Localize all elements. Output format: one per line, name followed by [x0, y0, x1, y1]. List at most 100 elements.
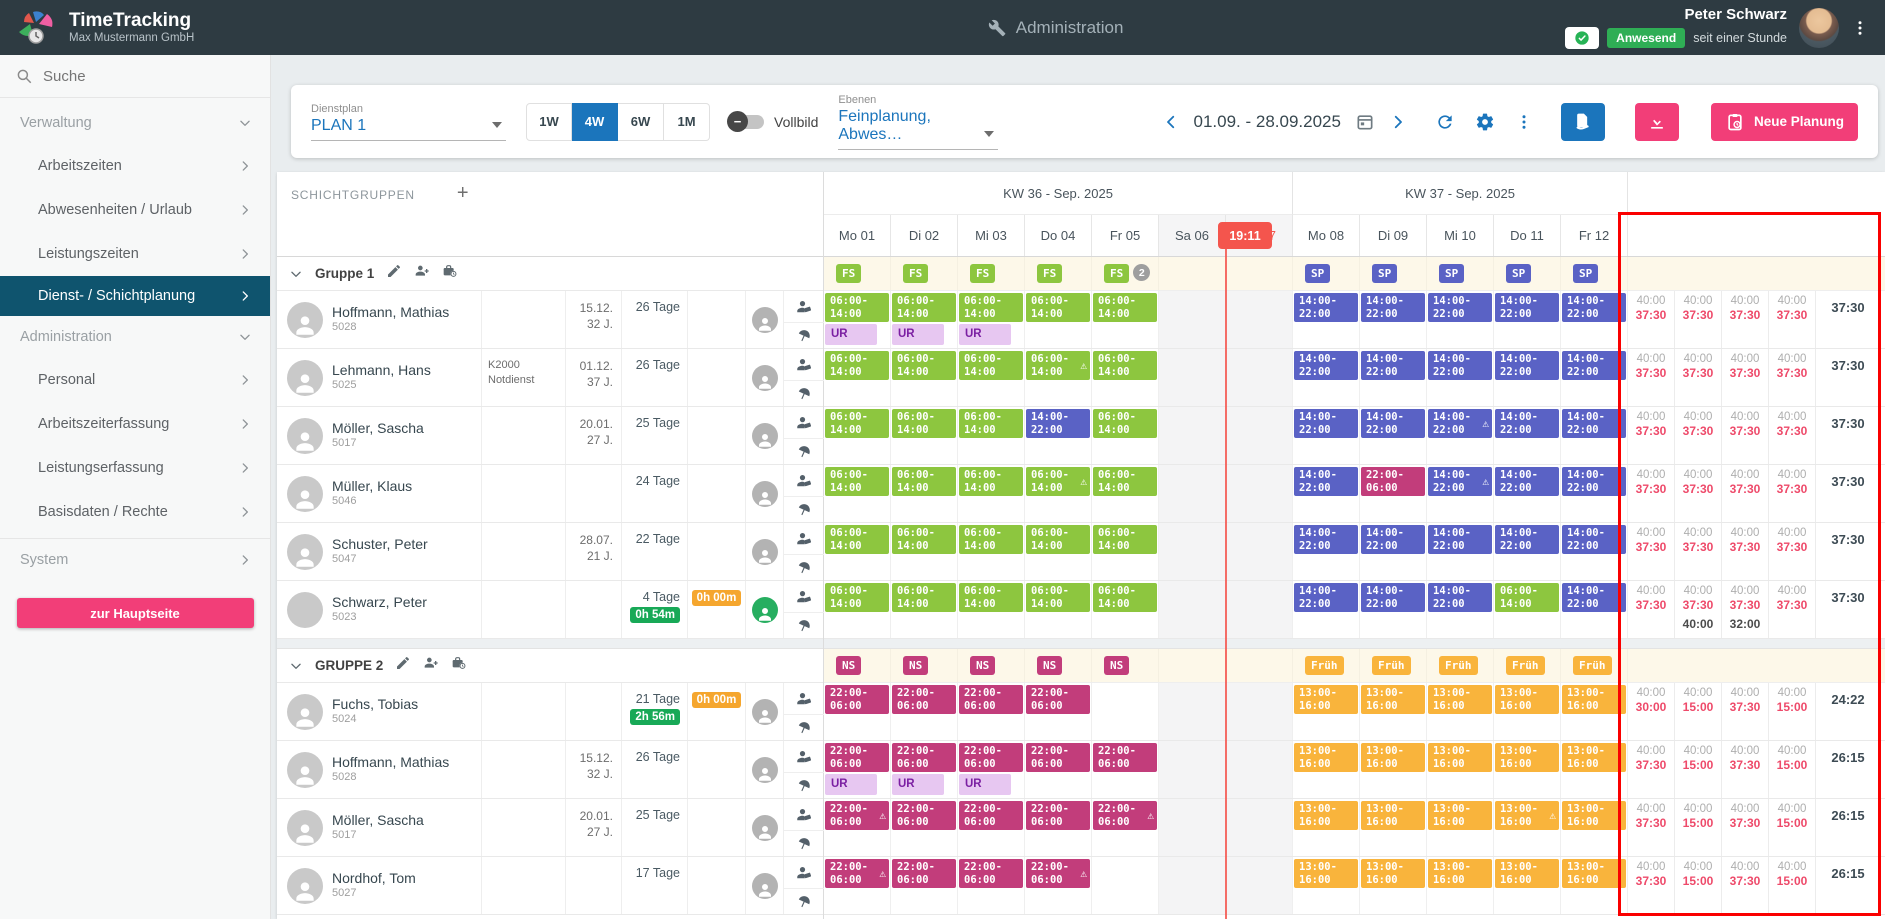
assign-shift-button[interactable] [784, 683, 824, 716]
shift-chip[interactable]: 14:00- 22:00 [1026, 409, 1090, 438]
employee-row[interactable]: Möller, Sascha 5017 20.01. 27 J. 25 Tage [277, 799, 824, 857]
group-shifts-button[interactable] [442, 263, 458, 284]
shift-chip[interactable]: 06:00- 14:00 [959, 351, 1023, 380]
shift-type-badge[interactable]: SP [1372, 264, 1398, 283]
employee-row[interactable]: Schwarz, Peter 5023 4 Tage 0h 54m 0h 00m [277, 581, 824, 639]
vacation-button[interactable] [784, 613, 824, 638]
shift-type-badge[interactable]: FS [903, 264, 929, 283]
vacation-button[interactable] [784, 497, 824, 522]
shift-chip[interactable]: 22:00- 06:00 [1026, 685, 1090, 714]
sidebar-item-leistungserfassung[interactable]: Leistungserfassung [0, 446, 270, 490]
shift-chip[interactable]: 22:00- 06:00 ⚠ [1093, 801, 1157, 830]
shift-type-badge[interactable]: SP [1439, 264, 1465, 283]
shift-chip[interactable]: 06:00- 14:00 [1093, 351, 1157, 380]
search-input[interactable] [43, 67, 243, 85]
shift-chip[interactable]: 14:00- 22:00 [1562, 467, 1626, 496]
shift-chip[interactable]: 14:00- 22:00 [1495, 525, 1559, 554]
shift-type-badge[interactable]: Früh [1439, 656, 1478, 675]
shift-chip[interactable]: 14:00- 22:00 [1495, 293, 1559, 322]
shift-type-badge[interactable]: FS [836, 264, 862, 283]
vacation-button[interactable] [784, 715, 824, 740]
shift-chip[interactable]: 06:00- 14:00 [959, 293, 1023, 322]
range-button-1w[interactable]: 1W [526, 102, 572, 141]
sidebar-item-personal[interactable]: Personal [0, 358, 270, 402]
add-employee-button[interactable] [414, 263, 430, 284]
prev-period-button[interactable] [1162, 113, 1180, 131]
shift-chip[interactable]: 14:00- 22:00 [1495, 409, 1559, 438]
shift-chip[interactable]: 22:00- 06:00 [1026, 801, 1090, 830]
shift-chip[interactable]: 22:00- 06:00 [892, 743, 956, 772]
shift-chip[interactable]: 06:00- 14:00 [1093, 583, 1157, 612]
layers-select[interactable]: Ebenen Feinplanung, Abwes… [838, 94, 999, 150]
shift-chip[interactable]: 06:00- 14:00 [825, 525, 889, 554]
range-button-6w[interactable]: 6W [618, 102, 664, 141]
shift-chip[interactable]: 06:00- 14:00 [825, 583, 889, 612]
shift-chip[interactable]: 13:00- 16:00 [1294, 743, 1358, 772]
assign-shift-button[interactable] [784, 581, 824, 614]
shift-chip[interactable]: 13:00- 16:00 [1361, 859, 1425, 888]
employee-row[interactable]: Hoffmann, Mathias 5028 15.12. 32 J. 26 Tage [277, 741, 824, 799]
calendar-button[interactable] [1355, 112, 1375, 132]
shift-chip[interactable]: 06:00- 14:00 [825, 409, 889, 438]
shift-chip[interactable]: 14:00- 22:00 [1361, 293, 1425, 322]
vacation-button[interactable] [784, 831, 824, 856]
add-employee-button[interactable] [423, 655, 439, 676]
shift-chip[interactable]: 06:00- 14:00 [892, 525, 956, 554]
employee-row[interactable]: Hoffmann, Mathias 5028 15.12. 32 J. 26 Tage [277, 291, 824, 349]
add-group-icon[interactable]: + [456, 182, 470, 204]
shift-chip[interactable]: 06:00- 14:00 [825, 467, 889, 496]
absence-chip[interactable]: UR [825, 774, 877, 796]
shift-chip[interactable]: 06:00- 14:00 ⚠ [1026, 467, 1090, 496]
shift-chip[interactable]: 14:00- 22:00 [1294, 293, 1358, 322]
shift-chip[interactable]: 06:00- 14:00 [825, 293, 889, 322]
shift-chip[interactable]: 22:00- 06:00 [892, 859, 956, 888]
more-options-button[interactable] [1515, 113, 1533, 131]
vacation-button[interactable] [784, 323, 824, 348]
shift-chip[interactable]: 14:00- 22:00 [1562, 351, 1626, 380]
shift-chip[interactable]: 22:00- 06:00 ⚠ [825, 859, 889, 888]
shift-chip[interactable]: 06:00- 14:00 [1026, 525, 1090, 554]
shift-chip[interactable]: 14:00- 22:00 [1294, 583, 1358, 612]
shift-chip[interactable]: 22:00- 06:00 [825, 743, 889, 772]
shift-chip[interactable]: 14:00- 22:00 [1294, 409, 1358, 438]
overflow-menu-button[interactable] [1851, 19, 1869, 37]
sidebar-group-administration[interactable]: Administration [0, 316, 270, 358]
shift-chip[interactable]: 13:00- 16:00 [1294, 859, 1358, 888]
shift-chip[interactable]: 13:00- 16:00 [1495, 685, 1559, 714]
shift-chip[interactable]: 13:00- 16:00 [1428, 685, 1492, 714]
shift-chip[interactable]: 22:00- 06:00 [1026, 743, 1090, 772]
presence-check-pill[interactable] [1565, 27, 1600, 49]
shift-chip[interactable]: 14:00- 22:00 ⚠ [1428, 467, 1492, 496]
shift-chip[interactable]: 06:00- 14:00 [1026, 583, 1090, 612]
shift-chip[interactable]: 14:00- 22:00 [1562, 293, 1626, 322]
shift-chip[interactable]: 06:00- 14:00 [892, 293, 956, 322]
shift-chip[interactable]: 22:00- 06:00 [959, 859, 1023, 888]
shift-type-badge[interactable]: SP [1506, 264, 1532, 283]
plan-select[interactable]: Dienstplan PLAN 1 [311, 103, 506, 141]
shift-chip[interactable]: 22:00- 06:00 [892, 801, 956, 830]
shift-type-badge[interactable]: NS [836, 656, 862, 675]
employee-row[interactable]: Nordhof, Tom 5027 17 Tage [277, 857, 824, 915]
sidebar-item-dienst-schichtplanung[interactable]: Dienst- / Schichtplanung [0, 276, 270, 316]
shift-chip[interactable]: 14:00- 22:00 [1428, 351, 1492, 380]
shift-chip[interactable]: 14:00- 22:00 [1562, 525, 1626, 554]
range-button-1m[interactable]: 1M [664, 102, 710, 141]
shift-type-badge[interactable]: FS [970, 264, 996, 283]
shift-chip[interactable]: 14:00- 22:00 [1361, 351, 1425, 380]
shift-type-badge[interactable]: Früh [1573, 656, 1612, 675]
range-button-4w[interactable]: 4W [572, 102, 618, 141]
edit-group-button[interactable] [395, 655, 411, 676]
shift-chip[interactable]: 06:00- 14:00 [892, 409, 956, 438]
sidebar-item-abwesenheiten-urlaub[interactable]: Abwesenheiten / Urlaub [0, 188, 270, 232]
shift-type-badge[interactable]: NS [970, 656, 996, 675]
shift-chip[interactable]: 13:00- 16:00 ⚠ [1495, 801, 1559, 830]
shift-type-badge[interactable]: NS [1037, 656, 1063, 675]
shift-chip[interactable]: 22:00- 06:00 [959, 801, 1023, 830]
shift-chip[interactable]: 13:00- 16:00 [1495, 743, 1559, 772]
sidebar-group-system[interactable]: System [0, 538, 270, 580]
shift-chip[interactable]: 13:00- 16:00 [1562, 801, 1626, 830]
sidebar-item-leistungszeiten[interactable]: Leistungszeiten [0, 232, 270, 276]
employee-row[interactable]: Fuchs, Tobias 5024 21 Tage 2h 56m 0h 00m [277, 683, 824, 741]
shift-chip[interactable]: 14:00- 22:00 [1361, 409, 1425, 438]
shift-chip[interactable]: 06:00- 14:00 [1093, 467, 1157, 496]
